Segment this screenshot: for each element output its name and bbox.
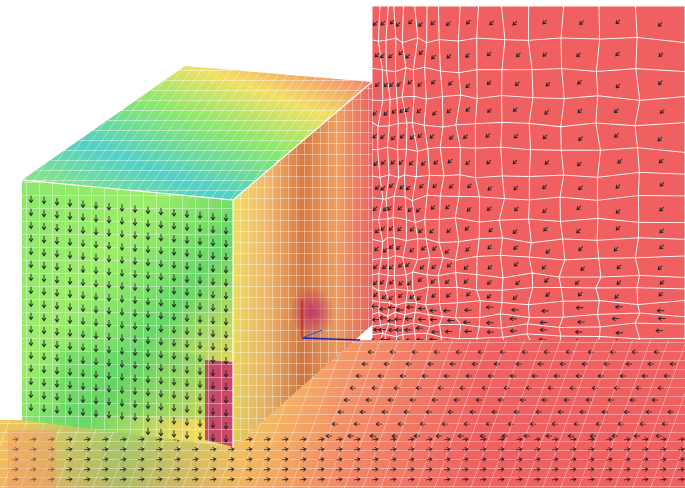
axis-triad-icon	[301, 300, 361, 341]
floor-plate	[0, 340, 685, 488]
floor-vector-arrows	[11, 349, 685, 482]
box-top-face	[22, 66, 372, 200]
back-wall	[370, 5, 685, 347]
box-edges	[21, 81, 373, 447]
box-side-face	[233, 82, 372, 447]
front-vector-arrows	[28, 195, 229, 443]
wall-vector-arrows	[370, 19, 666, 345]
box-front-face	[22, 180, 233, 447]
stress-hotspot	[290, 286, 334, 338]
